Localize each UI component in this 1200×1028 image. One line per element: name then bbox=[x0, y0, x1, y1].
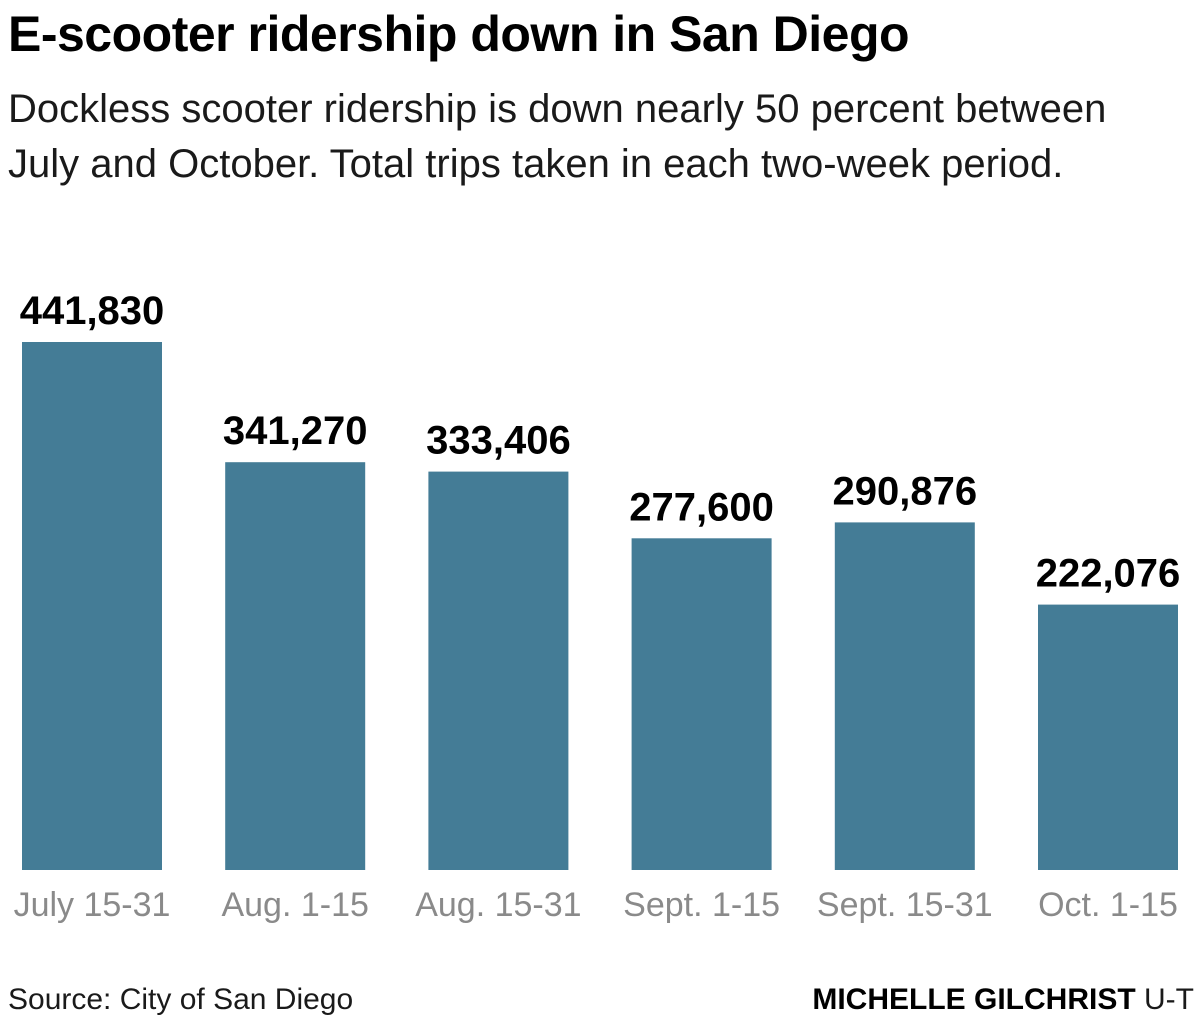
footer: Source: City of San Diego MICHELLE GILCH… bbox=[0, 975, 1200, 1025]
category-label: Sept. 1-15 bbox=[623, 886, 780, 924]
category-labels: July 15-31 Aug. 1-15 Aug. 15-31 Sept. 1-15 S… bbox=[14, 886, 1178, 924]
chart-subtitle: Dockless scooter ridership is down nearl… bbox=[8, 87, 1107, 186]
category-label: July 15-31 bbox=[14, 886, 171, 924]
bars bbox=[22, 342, 1178, 870]
credit-org: U-T bbox=[1144, 983, 1194, 1016]
bar bbox=[1038, 604, 1178, 870]
bar bbox=[834, 522, 975, 870]
bar bbox=[22, 342, 162, 870]
category-label: Oct. 1-15 bbox=[1038, 886, 1178, 924]
category-label: Aug. 1-15 bbox=[221, 886, 368, 924]
credit-author: MICHELLE GILCHRIST bbox=[812, 983, 1136, 1016]
source-note: Source: City of San Diego bbox=[8, 983, 354, 1016]
value-label: 222,076 bbox=[1036, 552, 1181, 596]
value-label: 441,830 bbox=[20, 289, 165, 333]
category-label: Aug. 15-31 bbox=[415, 886, 581, 924]
value-label: 341,270 bbox=[223, 409, 368, 453]
value-labels: 441,830 341,270 333,406 277,600 290,876 222,0… bbox=[20, 289, 1181, 596]
value-label: 290,876 bbox=[833, 469, 978, 513]
credit: MICHELLE GILCHRIST U-T bbox=[812, 983, 1194, 1017]
value-label: 333,406 bbox=[426, 419, 571, 463]
chart-title: E-scooter ridership down in San Diego bbox=[8, 6, 910, 62]
bar bbox=[428, 471, 569, 870]
category-label: Sept. 15-31 bbox=[817, 886, 993, 924]
bar bbox=[225, 462, 366, 870]
bar bbox=[631, 538, 772, 870]
bar-chart: 441,830 341,270 333,406 277,600 290,876 222,0… bbox=[14, 289, 1181, 924]
value-label: 277,600 bbox=[629, 485, 774, 529]
